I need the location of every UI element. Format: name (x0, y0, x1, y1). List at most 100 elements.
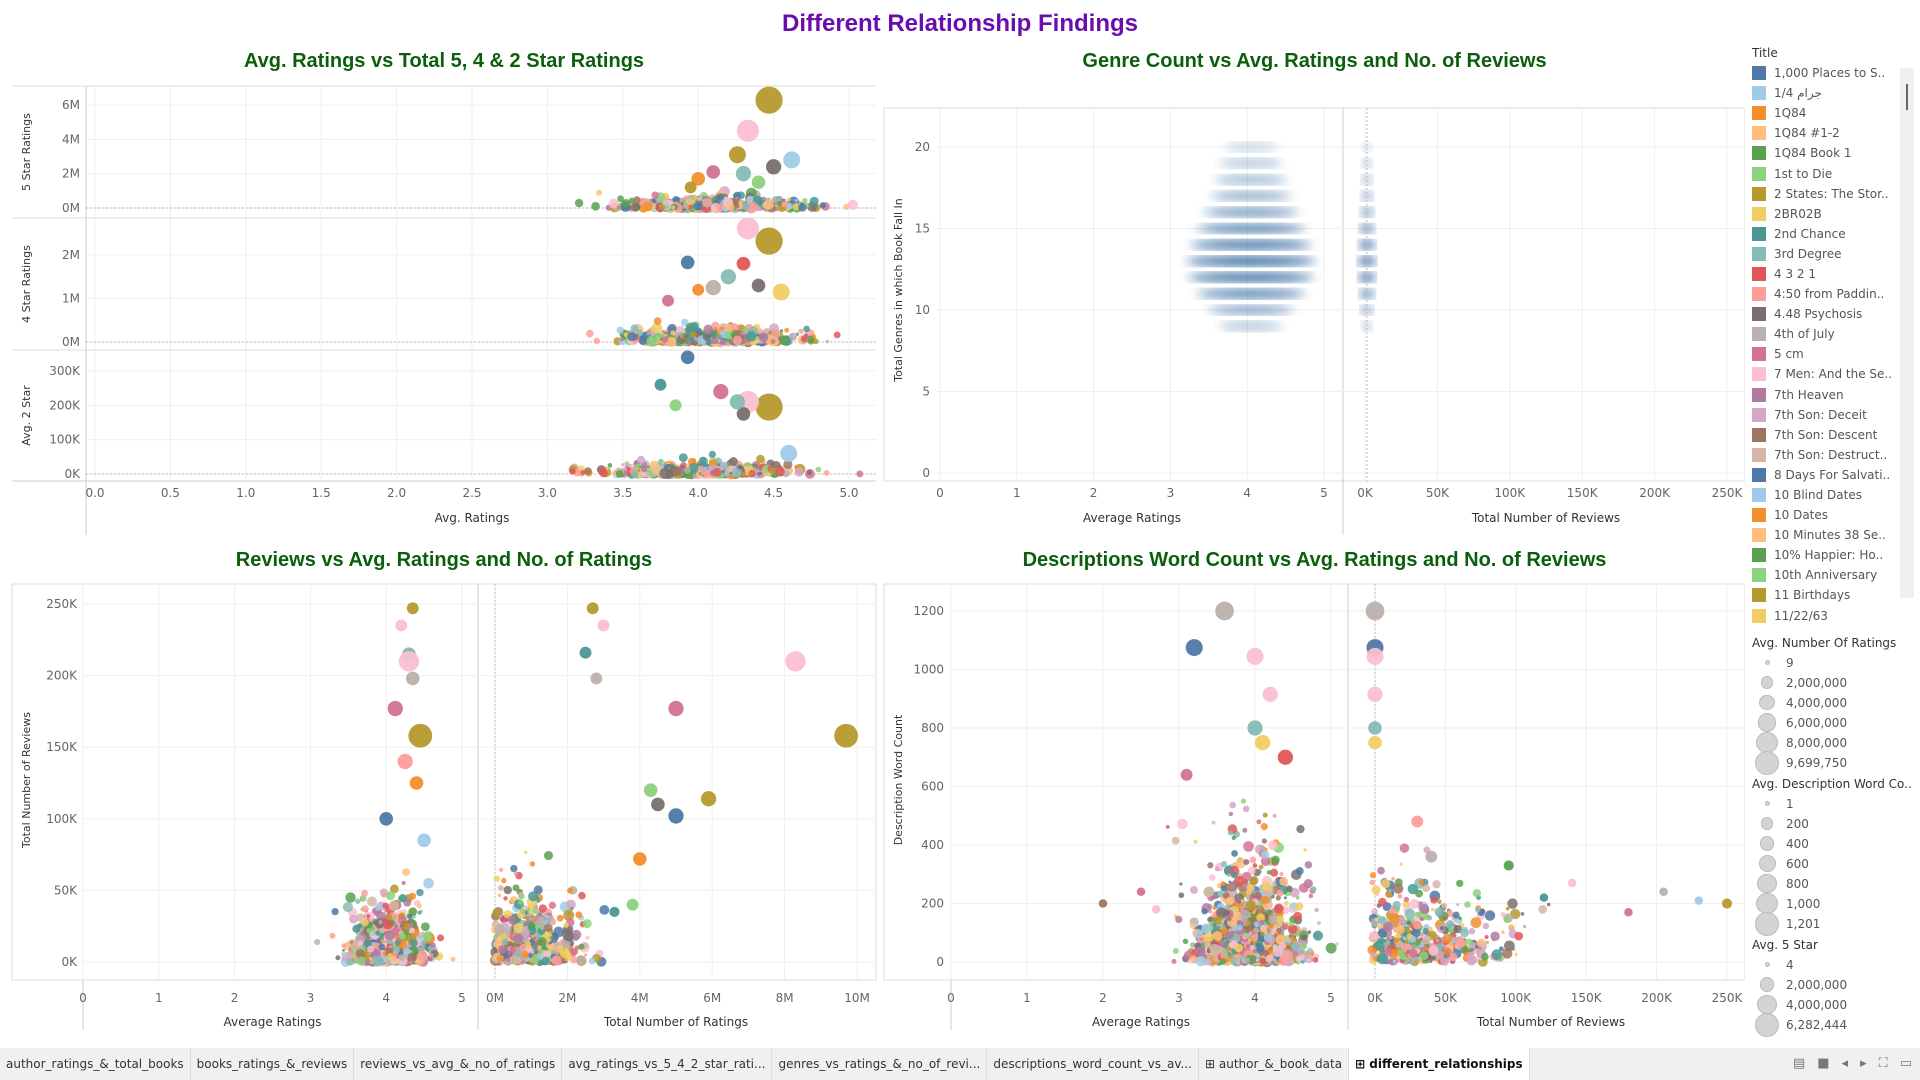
data-point (1207, 862, 1214, 869)
data-point (499, 867, 504, 872)
data-point (525, 915, 530, 920)
data-point (1255, 958, 1259, 962)
data-point (792, 202, 800, 211)
data-point (582, 919, 592, 929)
data-point (809, 196, 819, 206)
data-point (574, 198, 584, 208)
x-tick-label: 5.0 (839, 486, 858, 500)
data-point (616, 326, 624, 334)
data-point (1209, 921, 1213, 925)
y-tick-label: 200K (46, 669, 78, 683)
data-point (367, 923, 373, 929)
data-point (395, 619, 408, 632)
y-tick-label: 1M (62, 292, 80, 306)
data-point (1195, 946, 1206, 957)
data-point (1274, 903, 1284, 914)
data-point (1252, 863, 1258, 868)
y-tick-label: 5 (922, 385, 930, 399)
data-point (684, 181, 697, 194)
x-tick-label: 3.0 (538, 486, 557, 500)
chart-title-star-ratings: Avg. Ratings vs Total 5, 4 & 2 Star Rati… (243, 50, 645, 72)
data-point (341, 943, 347, 949)
data-point (736, 119, 760, 142)
data-point (1260, 895, 1270, 905)
data-point (417, 903, 422, 909)
data-point (1165, 824, 1170, 829)
density-band (1208, 305, 1294, 315)
data-point (823, 470, 830, 476)
data-point (1249, 856, 1257, 864)
data-point (651, 797, 665, 812)
y-axis-title: Total Genres in which Book Fall In (892, 198, 905, 383)
data-point (659, 203, 666, 211)
data-point (366, 896, 377, 907)
data-point (843, 203, 850, 210)
data-point (1371, 885, 1381, 895)
data-point (643, 783, 658, 797)
data-point (788, 333, 794, 338)
x-tick-label: 1 (1013, 486, 1021, 500)
data-point (1136, 887, 1146, 897)
x-tick-label: 3.5 (613, 486, 632, 500)
data-point (538, 904, 548, 913)
data-point (749, 471, 753, 476)
data-point (1244, 957, 1251, 963)
data-point (430, 942, 436, 948)
data-point (364, 953, 368, 958)
data-point (521, 951, 529, 959)
data-point (1212, 930, 1223, 941)
data-point (616, 205, 621, 209)
x-tick-label: 1.5 (312, 486, 331, 500)
data-point (496, 955, 504, 962)
data-point (1240, 909, 1251, 920)
data-point (401, 881, 406, 886)
x-tick-label: 1 (1023, 991, 1031, 1005)
data-point (719, 461, 724, 466)
chart-title-word-count: Descriptions Word Count vs Avg. Ratings … (1022, 549, 1607, 571)
data-point (1271, 895, 1275, 899)
data-point (507, 915, 516, 925)
data-point (1151, 905, 1161, 914)
data-point (630, 324, 639, 333)
data-point (1220, 881, 1226, 887)
y-tick-label: 6M (62, 98, 80, 112)
data-point (755, 86, 783, 114)
x-tick-label: 8M (776, 991, 794, 1005)
data-point (1180, 768, 1193, 781)
data-point (567, 887, 574, 894)
data-point (1311, 886, 1317, 892)
data-point (782, 198, 786, 202)
data-point (650, 464, 661, 475)
data-point (1422, 884, 1431, 893)
density-band (1210, 190, 1292, 201)
data-point (706, 165, 721, 179)
data-point (1307, 953, 1313, 960)
data-point (856, 470, 864, 478)
data-point (1230, 871, 1238, 879)
data-point (692, 203, 698, 209)
data-point (770, 328, 781, 339)
x-tick-label: 0 (947, 991, 955, 1005)
data-point (772, 283, 790, 301)
data-point (1276, 915, 1285, 924)
data-point (721, 470, 725, 474)
data-point (409, 776, 424, 790)
data-point (758, 332, 769, 342)
data-point (1236, 919, 1243, 926)
data-point (579, 646, 592, 659)
data-point (1279, 876, 1289, 886)
data-point (1261, 838, 1268, 844)
data-point (385, 891, 396, 901)
data-point (1520, 912, 1525, 916)
data-point (1241, 940, 1245, 945)
x-axis-title: Total Number of Reviews (1476, 1015, 1625, 1029)
x-tick-label: 250K (1712, 991, 1744, 1005)
data-point (1192, 928, 1199, 935)
x-tick-label: 50K (1426, 486, 1450, 500)
y-tick-label: 0M (62, 335, 80, 349)
data-point (493, 934, 498, 940)
x-tick-label: 0.5 (161, 486, 180, 500)
data-point (691, 458, 697, 464)
x-tick-label: 10M (844, 991, 870, 1005)
